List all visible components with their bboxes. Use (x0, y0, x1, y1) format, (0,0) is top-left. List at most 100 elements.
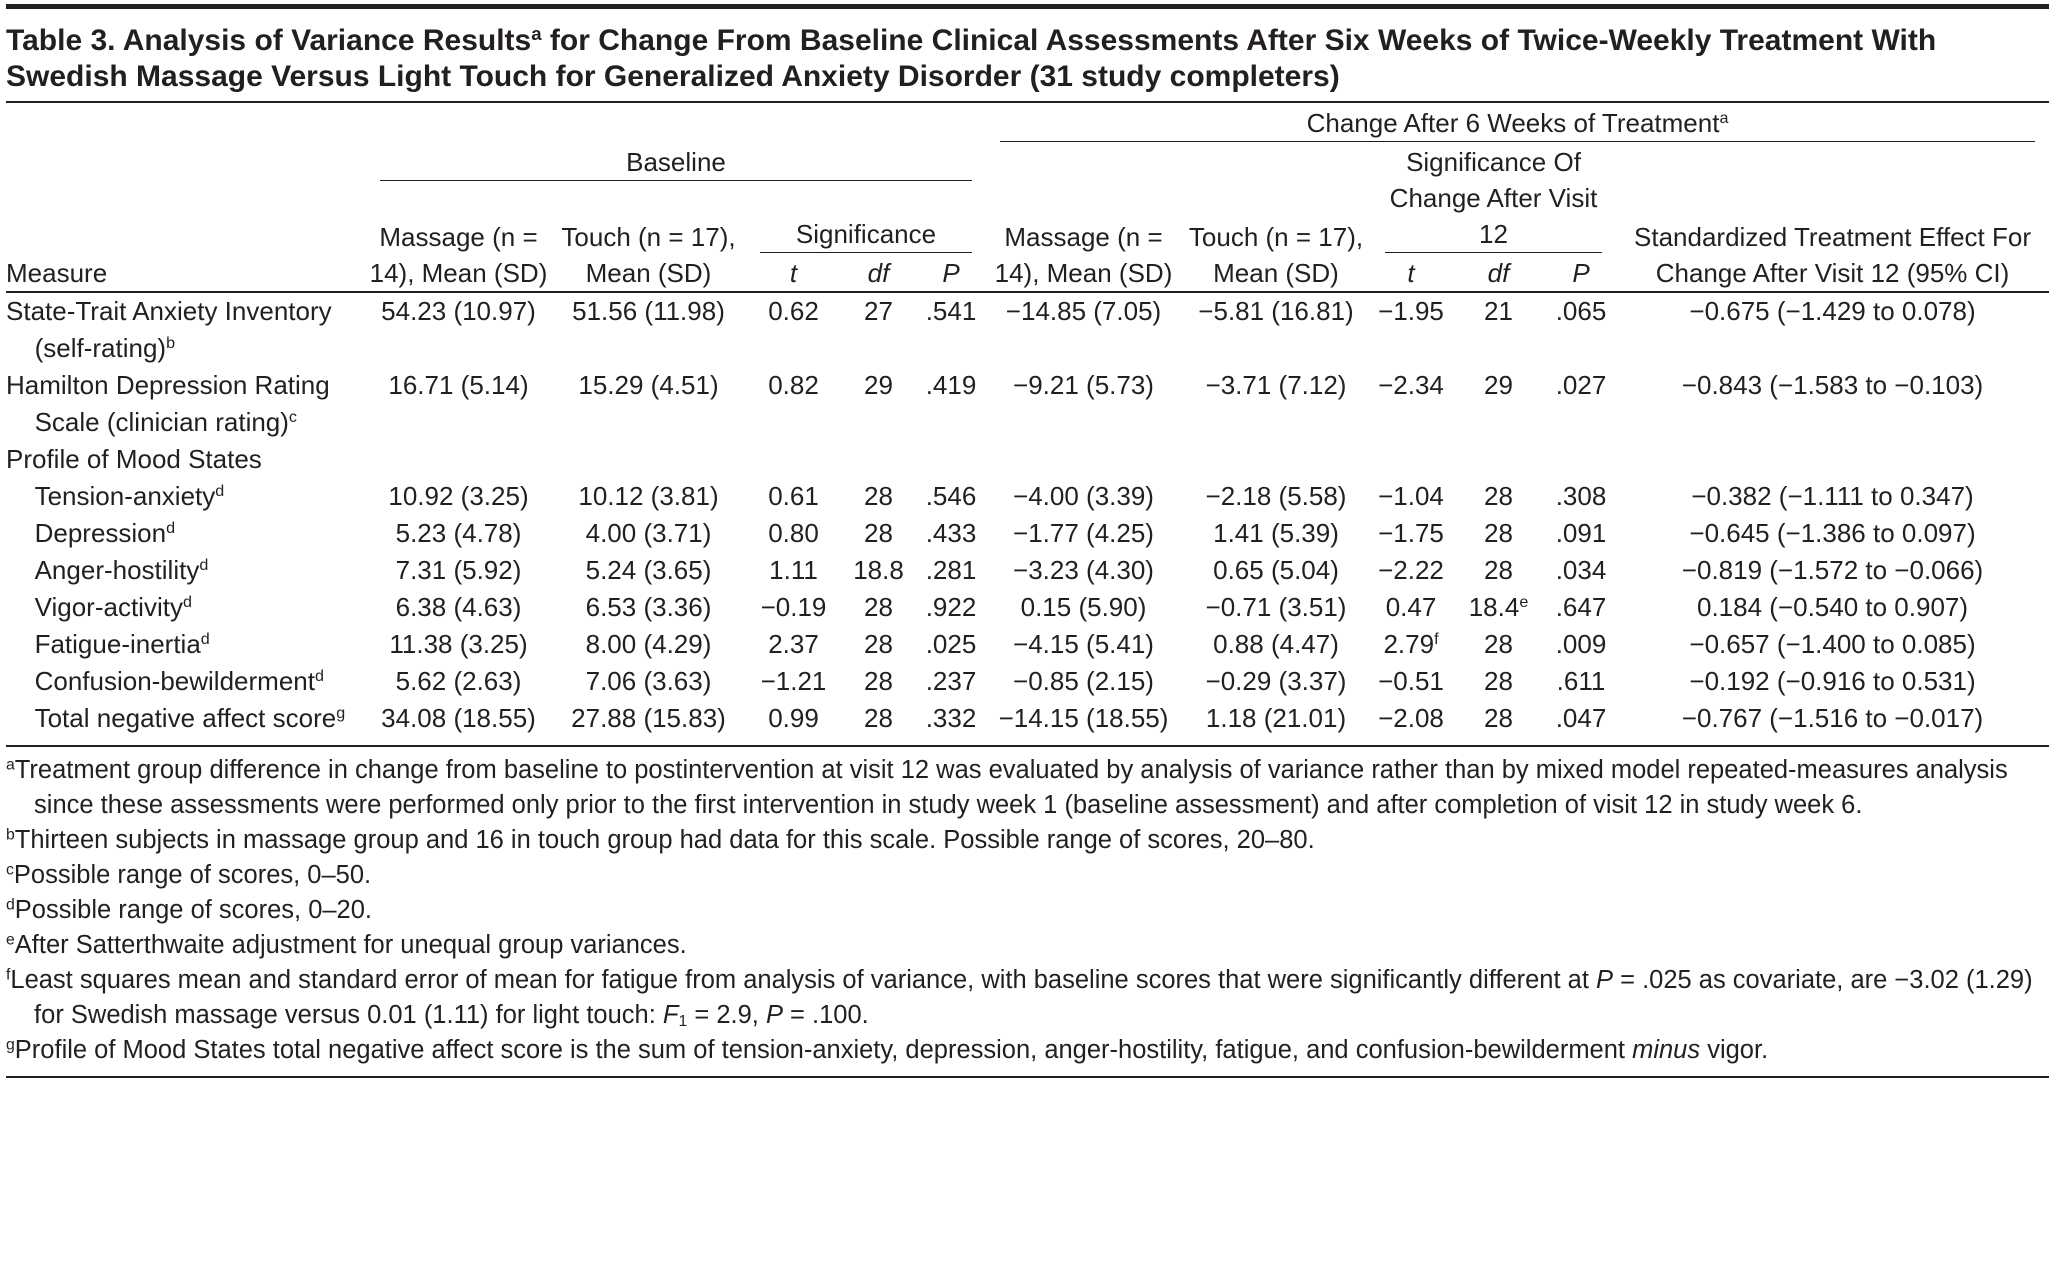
column-header: Touch (n = 17), Mean (SD) (1181, 142, 1371, 292)
footnote-text: Profile of Mood States total negative af… (14, 1036, 1633, 1064)
value-text: −2.22 (1378, 555, 1444, 585)
rule (6, 737, 2049, 747)
measure-text: Tension-anxiety (34, 481, 216, 511)
value-text: 28 (1484, 629, 1513, 659)
value-text: 8.00 (4.29) (585, 629, 712, 659)
value-cell: .546 (916, 478, 986, 515)
value-cell: 28 (1451, 626, 1546, 663)
value-cell: 28 (841, 663, 916, 700)
value-cell: −0.29 (3.37) (1181, 663, 1371, 700)
group-rule: Baseline (380, 144, 972, 181)
group-header: Significance Of Change After Visit 12 (1371, 142, 1616, 253)
value-cell: 34.08 (18.55) (366, 700, 551, 737)
value-text: −1.95 (1378, 296, 1444, 326)
column-header-text: Massage (n = 14), Mean (SD) (994, 222, 1173, 288)
column-header-text: df (867, 258, 890, 288)
value-text: −0.29 (3.37) (1205, 666, 1347, 696)
measure-cell: Vigor-activityd (6, 589, 366, 626)
value-text: −2.34 (1378, 370, 1444, 400)
value-text: .065 (1555, 296, 1607, 326)
value-cell: −2.34 (1371, 367, 1451, 441)
column-header-text: Touch (n = 17), Mean (SD) (1188, 222, 1364, 288)
value-cell: 2.37 (746, 626, 841, 663)
title-text: Table 3. Analysis of Variance Results (6, 24, 532, 57)
measure-text: Total negative affect score (34, 703, 337, 733)
value-text: 0.61 (768, 481, 819, 511)
table-body: State-Trait Anxiety Inventory (self-rati… (6, 292, 2049, 737)
value-cell: −3.71 (7.12) (1181, 367, 1371, 441)
table-document: Table 3. Analysis of Variance Resultsa f… (6, 4, 2050, 1078)
value-cell: −0.819 (−1.572 to −0.066) (1616, 552, 2049, 589)
value-text: 1.18 (21.01) (1205, 703, 1347, 733)
value-text: .308 (1555, 481, 1607, 511)
value-text: 28 (1484, 666, 1513, 696)
value-text: 6.38 (4.63) (395, 592, 522, 622)
value-text: 6.53 (3.36) (585, 592, 712, 622)
measure-cell: Fatigue-inertiad (6, 626, 366, 663)
value-text: −14.15 (18.55) (998, 703, 1169, 733)
value-cell: −0.19 (746, 589, 841, 626)
value-cell: .027 (1546, 367, 1616, 441)
value-cell: .419 (916, 367, 986, 441)
column-header-text: Measure (6, 258, 108, 288)
footnote-mark: d (199, 556, 209, 575)
footnote-mark: g (336, 704, 346, 723)
column-header: P (916, 253, 986, 292)
value-cell: −1.21 (746, 663, 841, 700)
value-cell: −0.51 (1371, 663, 1451, 700)
value-cell: 2.79f (1371, 626, 1451, 663)
header-row: Measure Change After 6 Weeks of Treatment… (6, 103, 2049, 288)
column-header: df (841, 253, 916, 292)
column-header-text: df (1487, 258, 1510, 288)
value-text: −0.767 (−1.516 to −0.017) (1681, 703, 1984, 733)
value-cell: −0.382 (−1.111 to 0.347) (1616, 478, 2049, 515)
value-text: −0.19 (760, 592, 827, 622)
footnote-text: Possible range of scores, 0–20. (14, 896, 373, 924)
column-header: t (746, 253, 841, 292)
value-cell: −0.767 (−1.516 to −0.017) (1616, 700, 2049, 737)
footnote-mark: d (166, 519, 176, 538)
column-header: P (1546, 253, 1616, 292)
value-cell: 6.38 (4.63) (366, 589, 551, 626)
value-text: 5.62 (2.63) (395, 666, 522, 696)
footnote: aTreatment group difference in change fr… (6, 753, 2049, 823)
footnote-text: = 2.9, (687, 1001, 766, 1029)
value-cell: −3.23 (4.30) (986, 552, 1181, 589)
footnote: eAfter Satterthwaite adjustment for uneq… (6, 928, 2049, 963)
value-cell: 0.184 (−0.540 to 0.907) (1616, 589, 2049, 626)
measure-cell: Depressiond (6, 515, 366, 552)
measure-text: State-Trait Anxiety Inventory (self-rati… (6, 296, 332, 363)
value-cell: −0.192 (−0.916 to 0.531) (1616, 663, 2049, 700)
footnote-mark: g (6, 1036, 15, 1054)
table-row: Tension-anxietyd 10.92 (3.25) 10.12 (3.81)… (6, 478, 2049, 515)
header-spacer (366, 103, 986, 142)
value-text: 28 (1484, 555, 1513, 585)
value-cell: 28 (1451, 515, 1546, 552)
column-header: Standardized Treatment Effect For Change… (1616, 142, 2049, 292)
footnote: cPossible range of scores, 0–50. (6, 858, 2049, 893)
footnote-mark: a (531, 22, 542, 44)
column-header-text: P (942, 258, 960, 288)
value-cell: .281 (916, 552, 986, 589)
value-text: 0.65 (5.04) (1213, 555, 1339, 585)
value-cell: −0.71 (3.51) (1181, 589, 1371, 626)
group-rule: Significance (760, 216, 972, 253)
anova-table: Measure Change After 6 Weeks of Treatment… (6, 103, 2050, 737)
value-cell: 28 (841, 700, 916, 737)
column-header-text: t (1407, 258, 1415, 288)
value-cell: 27.88 (15.83) (551, 700, 746, 737)
value-text: .009 (1555, 629, 1607, 659)
value-cell: −1.75 (1371, 515, 1451, 552)
value-cell: .332 (916, 700, 986, 737)
group-header: Significance (746, 181, 986, 253)
footnotes: aTreatment group difference in change fr… (6, 747, 2049, 1078)
value-cell: 51.56 (11.98) (551, 292, 746, 367)
value-text: −1.21 (760, 666, 827, 696)
value-cell: 5.23 (4.78) (366, 515, 551, 552)
value-text: 4.00 (3.71) (585, 518, 712, 548)
value-cell: 0.99 (746, 700, 841, 737)
column-header-text: Standardized Treatment Effect For Change… (1634, 222, 2031, 288)
table-row: Hamilton Depression Rating Scale (clinic… (6, 367, 2049, 441)
column-header: Measure (6, 103, 366, 292)
measure-text: Vigor-activity (34, 592, 183, 622)
